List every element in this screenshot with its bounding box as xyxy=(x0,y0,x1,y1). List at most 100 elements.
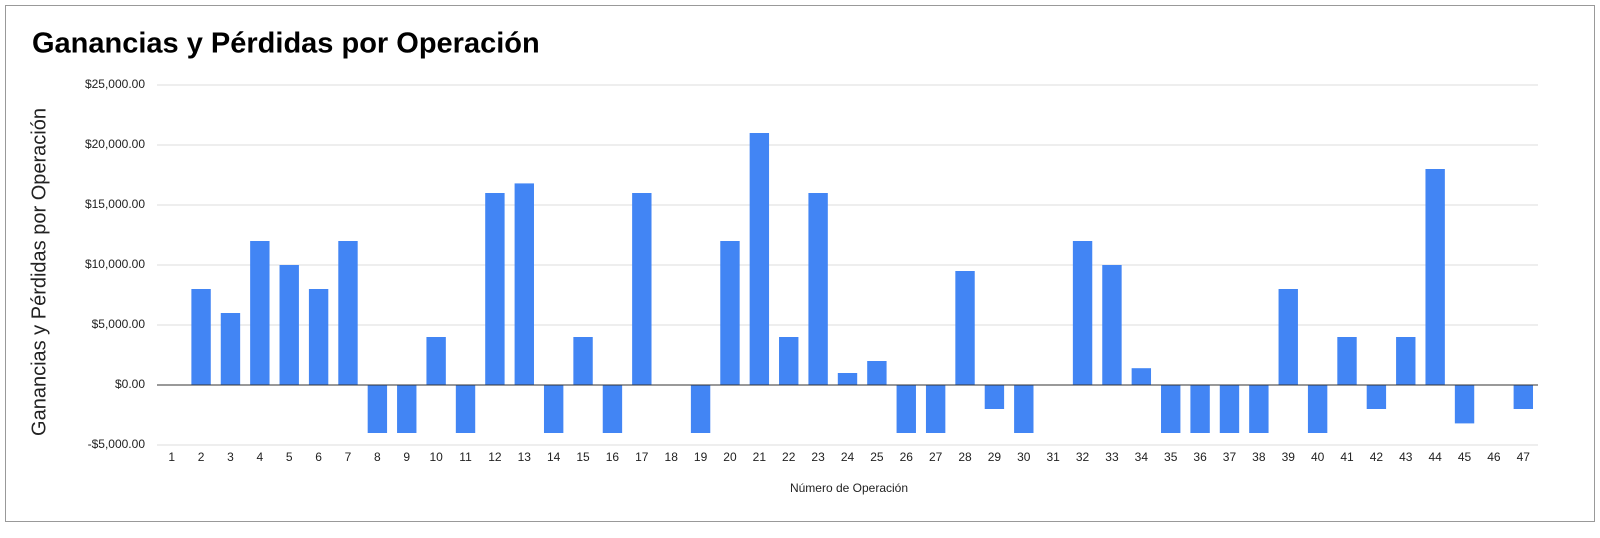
x-tick-label: 43 xyxy=(1399,450,1413,464)
x-tick-label: 31 xyxy=(1047,450,1061,464)
x-tick-label: 33 xyxy=(1105,450,1119,464)
bar xyxy=(191,289,211,385)
x-tick-label: 7 xyxy=(345,450,352,464)
x-tick-label: 46 xyxy=(1487,450,1501,464)
bar xyxy=(250,241,270,385)
bar xyxy=(925,385,946,433)
x-tick-label: 30 xyxy=(1017,450,1031,464)
x-tick-label: 29 xyxy=(988,450,1002,464)
bar xyxy=(690,385,711,433)
bar xyxy=(1425,169,1445,385)
y-tick-label: $10,000.00 xyxy=(85,257,145,271)
x-tick-label: 39 xyxy=(1282,450,1296,464)
x-tick-label: 22 xyxy=(782,450,796,464)
y-tick-label: -$5,000.00 xyxy=(88,437,146,451)
bar xyxy=(514,183,534,385)
x-tick-label: 9 xyxy=(403,450,410,464)
x-tick-label: 19 xyxy=(694,450,708,464)
bar xyxy=(984,385,1005,409)
bar xyxy=(749,133,770,385)
x-tick-label: 42 xyxy=(1370,450,1384,464)
bar xyxy=(602,385,623,433)
bar xyxy=(308,289,329,385)
x-tick-label: 37 xyxy=(1223,450,1237,464)
x-tick-label: 23 xyxy=(811,450,825,464)
bar xyxy=(367,385,388,433)
bar xyxy=(1454,385,1475,424)
bar xyxy=(279,265,299,385)
x-tick-label: 12 xyxy=(488,450,502,464)
x-tick-label: 14 xyxy=(547,450,561,464)
x-tick-label: 21 xyxy=(753,450,767,464)
bar xyxy=(1131,368,1152,385)
x-tick-label: 40 xyxy=(1311,450,1325,464)
x-tick-label: 28 xyxy=(958,450,972,464)
bar xyxy=(1337,337,1357,385)
bar xyxy=(426,337,446,385)
y-tick-label: $15,000.00 xyxy=(85,197,145,211)
x-tick-label: 25 xyxy=(870,450,884,464)
x-tick-label: 5 xyxy=(286,450,293,464)
bar xyxy=(543,385,564,433)
bar xyxy=(837,373,858,385)
bar xyxy=(455,385,476,433)
bar xyxy=(720,241,740,385)
bar xyxy=(338,241,358,385)
frame xyxy=(5,5,1595,522)
x-tick-label: 41 xyxy=(1340,450,1354,464)
bar xyxy=(867,361,887,385)
x-tick-label: 4 xyxy=(256,450,263,464)
x-tick-label: 36 xyxy=(1193,450,1207,464)
bar xyxy=(573,337,593,385)
x-axis-label: Número de Operación xyxy=(790,481,908,495)
bar xyxy=(1396,337,1416,385)
bar xyxy=(1513,385,1534,409)
bar xyxy=(1249,385,1269,433)
x-tick-label: 11 xyxy=(459,450,472,464)
x-tick-label: 17 xyxy=(635,450,649,464)
y-tick-label: $20,000.00 xyxy=(85,137,145,151)
y-tick-label: $0.00 xyxy=(115,377,145,391)
x-tick-label: 10 xyxy=(429,450,443,464)
bar xyxy=(1072,241,1093,385)
x-tick-label: 3 xyxy=(227,450,234,464)
y-axis-label: Ganancias y Pérdidas por Operación xyxy=(28,108,50,436)
bar xyxy=(1161,385,1181,433)
x-tick-label: 6 xyxy=(315,450,322,464)
x-tick-label: 15 xyxy=(576,450,590,464)
y-tick-label: $5,000.00 xyxy=(92,317,146,331)
x-tick-label: 20 xyxy=(723,450,737,464)
bar xyxy=(485,193,505,385)
x-tick-label: 2 xyxy=(198,450,205,464)
x-tick-label: 26 xyxy=(900,450,914,464)
x-tick-label: 34 xyxy=(1135,450,1149,464)
x-tick-label: 24 xyxy=(841,450,855,464)
x-tick-label: 44 xyxy=(1428,450,1442,464)
bar xyxy=(779,337,799,385)
y-tick-label: $25,000.00 xyxy=(85,77,145,91)
bar xyxy=(1190,385,1210,433)
bar xyxy=(632,193,652,385)
bar xyxy=(1102,265,1122,385)
bar xyxy=(896,385,916,433)
x-tick-label: 38 xyxy=(1252,450,1266,464)
bar xyxy=(955,271,975,385)
chart-title: Ganancias y Pérdidas por Operación xyxy=(32,28,540,60)
bar xyxy=(397,385,417,433)
x-tick-label: 35 xyxy=(1164,450,1178,464)
bar xyxy=(220,313,241,385)
x-tick-label: 47 xyxy=(1517,450,1531,464)
x-tick-label: 1 xyxy=(168,450,175,464)
x-tick-label: 16 xyxy=(606,450,620,464)
x-tick-label: 32 xyxy=(1076,450,1090,464)
x-tick-label: 8 xyxy=(374,450,381,464)
bar xyxy=(1307,385,1328,433)
bar xyxy=(1366,385,1387,409)
x-tick-label: 18 xyxy=(665,450,679,464)
x-tick-label: 27 xyxy=(929,450,943,464)
bar xyxy=(808,193,828,385)
x-tick-label: 13 xyxy=(518,450,532,464)
bar xyxy=(1278,289,1298,385)
x-tick-label: 45 xyxy=(1458,450,1472,464)
